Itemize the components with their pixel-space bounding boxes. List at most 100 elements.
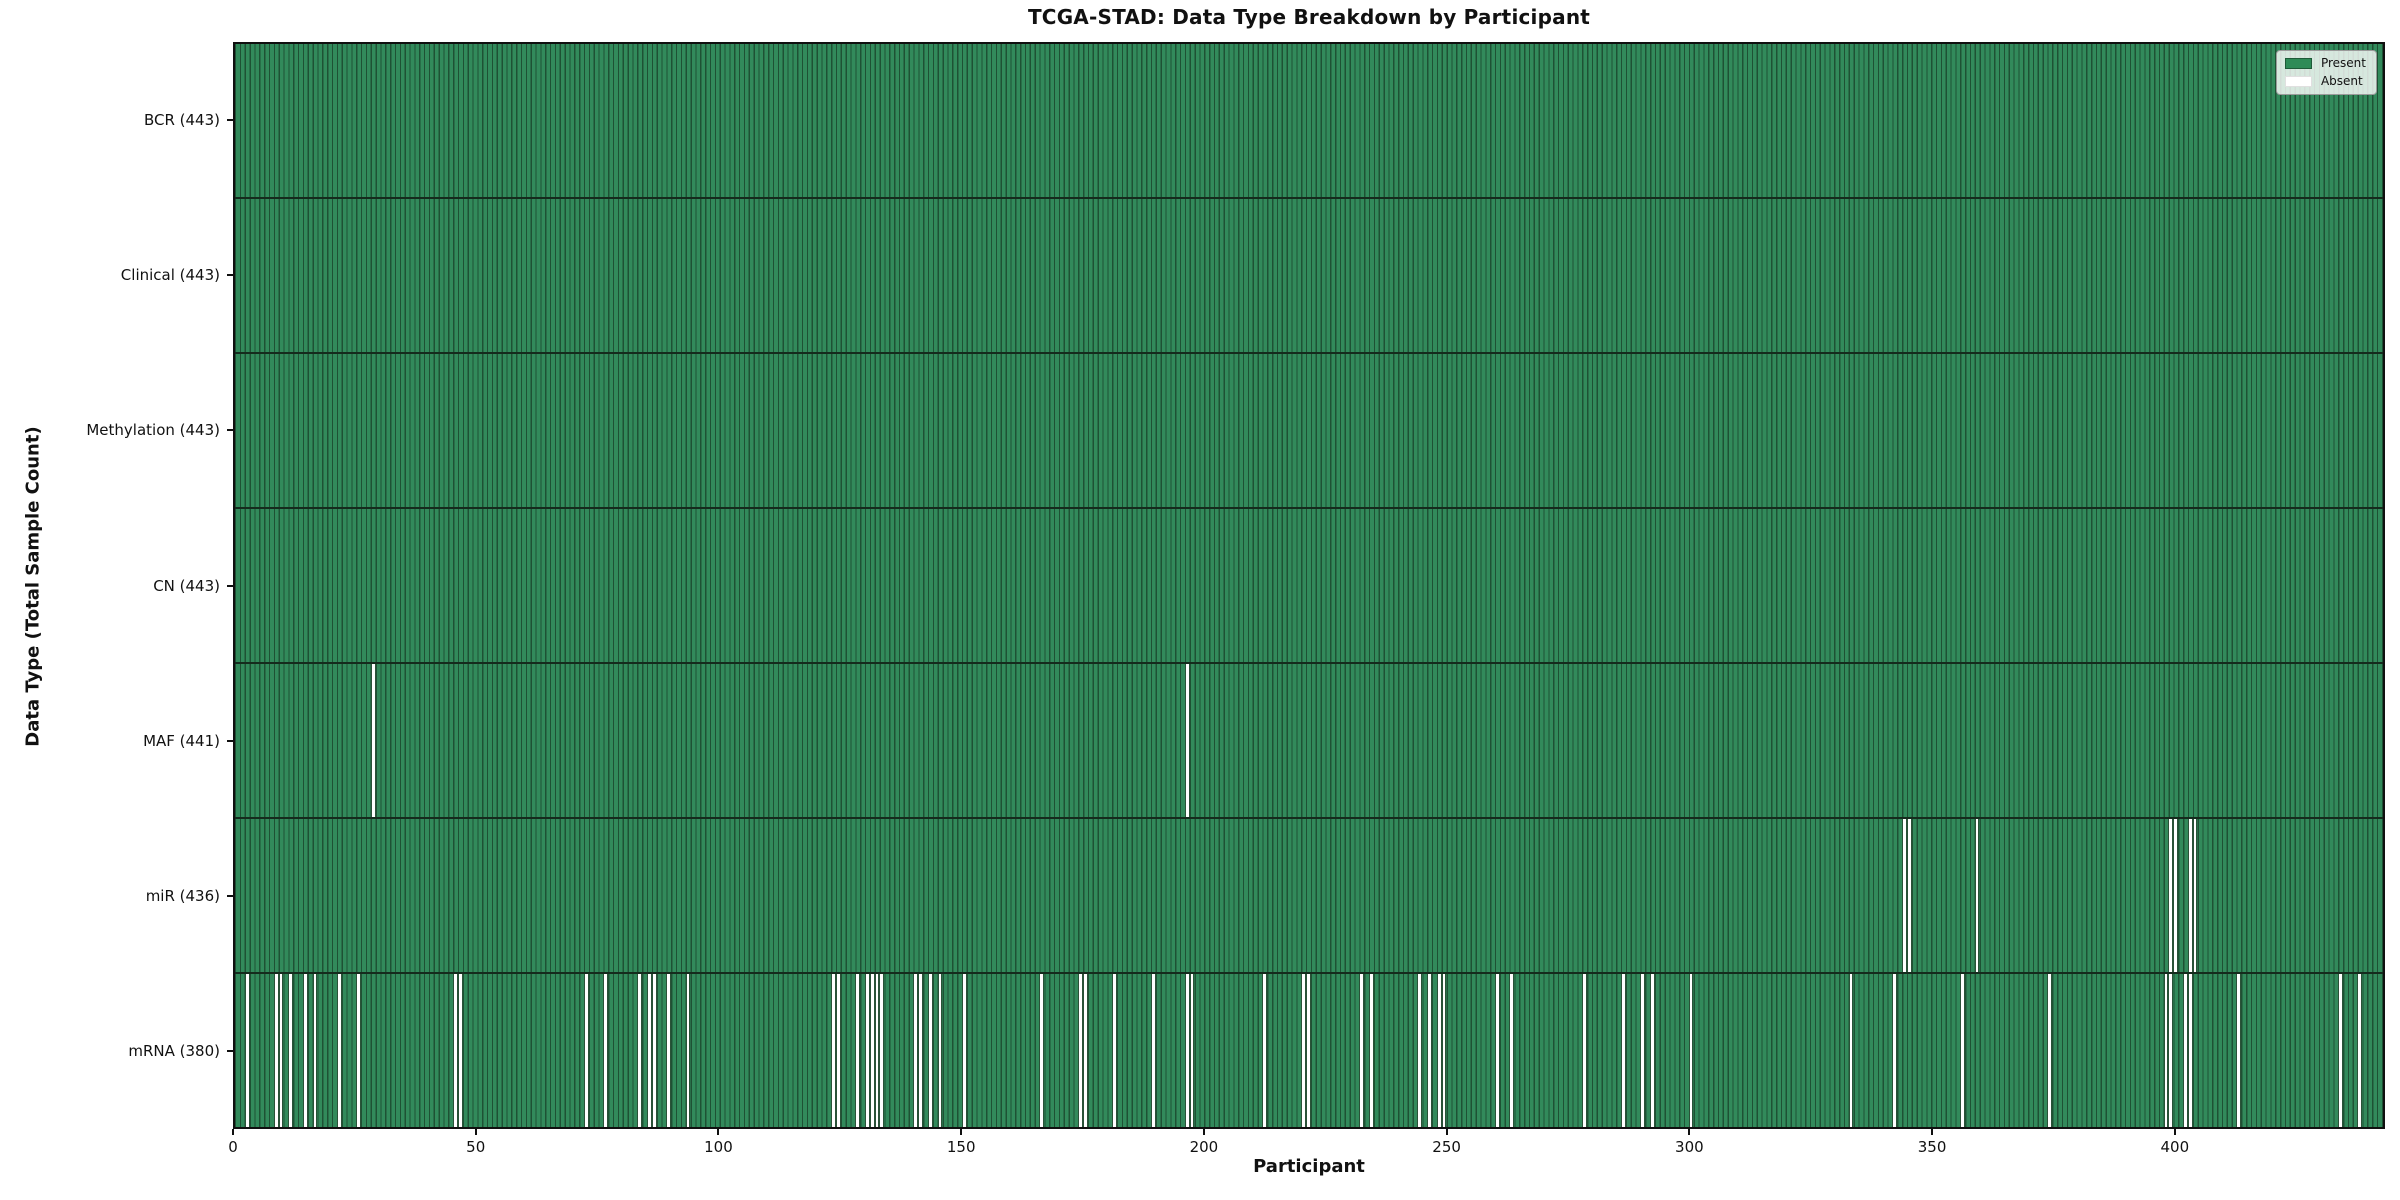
absent-cell [1441,974,1447,1127]
chart-title: TCGA-STAD: Data Type Breakdown by Partic… [1027,5,1591,29]
absent-cell [1082,974,1088,1127]
legend: Present Absent [2275,50,2377,95]
absent-cell [855,974,861,1127]
absent-cell [1359,974,1364,1127]
present-swatch [2284,58,2312,69]
absent-cell [1301,974,1306,1127]
absent-cell [457,974,463,1127]
absent-cell [1112,974,1117,1127]
heatmap-row-miR [235,817,2383,972]
absent-cell [312,974,318,1127]
absent-cell [1078,974,1083,1127]
absent-cell [2168,819,2174,972]
y-tick-mark [227,739,233,742]
absent-cell [637,974,643,1127]
heatmap-row-CN [235,507,2383,662]
absent-cell [244,974,250,1127]
absent-cell [1906,819,1912,972]
x-tick-label: 200 [1189,1138,1219,1156]
x-tick-mark [1202,1129,1205,1135]
absent-cell [2047,974,2053,1127]
absent-cell [583,974,589,1127]
absent-cell [302,974,308,1127]
legend-label-absent: Absent [2320,74,2363,88]
y-tick-label-Clinical: Clinical (443) [120,265,220,284]
heatmap-row-Methylation [235,352,2383,507]
absent-cell [1417,974,1423,1127]
x-tick-label: 150 [946,1138,976,1156]
absent-cell [603,974,609,1127]
absent-cell [685,974,691,1127]
absent-cell [1974,819,1980,972]
y-tick-mark [227,895,233,898]
y-tick-mark [227,1050,233,1053]
absent-cell [1305,974,1311,1127]
absent-cell [1039,974,1045,1127]
absent-cell [370,664,376,817]
x-tick-mark [2173,1129,2176,1135]
absent-cell [1892,974,1897,1127]
absent-cell [1262,974,1268,1127]
y-tick-label-BCR: BCR (443) [143,110,220,129]
absent-cell [1368,974,1374,1127]
y-tick-mark [227,429,233,432]
absent-cell [937,974,943,1127]
absent-cell [1184,974,1190,1127]
absent-cell [1189,974,1195,1127]
absent-cell [278,974,284,1127]
y-tick-label-MAF: MAF (441) [143,731,220,750]
heatmap-row-MAF [235,662,2383,817]
absent-cell [2182,974,2188,1127]
x-tick-label: 350 [1917,1138,1947,1156]
y-tick-label-miR: miR (436) [145,887,220,906]
x-tick-mark [960,1129,963,1135]
x-tick-label: 400 [2160,1138,2190,1156]
absent-cell [2192,819,2198,972]
absent-cell [927,974,933,1127]
y-axis: BCR (443) Clinical (443) Methylation (443)… [0,42,233,1129]
absent-cell [1494,974,1500,1127]
absent-cell [288,974,294,1127]
heatmap-row-mRNA [235,972,2383,1127]
x-tick-mark [232,1129,234,1135]
heatmap-row-BCR [235,44,2383,197]
y-tick-label-CN: CN (443) [153,576,220,595]
heatmap-rows [235,44,2383,1127]
absent-cell [1959,974,1965,1127]
absent-cell [356,974,361,1127]
legend-entry-present: Present [2284,57,2366,70]
y-tick-mark [227,273,233,276]
y-tick-label-Methylation: Methylation (443) [86,421,220,440]
absent-cell [651,974,657,1127]
absent-cell [879,974,885,1127]
absent-cell [2173,819,2179,972]
absent-cell [918,974,924,1127]
x-tick-label: 250 [1432,1138,1461,1156]
absent-cell [1150,974,1156,1127]
x-tick-label: 100 [704,1138,733,1156]
absent-cell [830,974,836,1127]
absent-cell [2357,974,2363,1127]
absent-cell [1620,974,1626,1127]
heatmap-row-Clinical [235,197,2383,352]
absent-cell [453,974,458,1127]
absent-cell [1184,664,1190,817]
absent-cell [646,974,652,1127]
x-axis: 0 50 100 150 200 250 300 350 400 [228,1129,2385,1163]
absent-swatch [2284,76,2312,87]
absent-cell [1848,974,1854,1127]
absent-cell [1436,974,1442,1127]
absent-cell [2337,974,2343,1127]
y-tick-mark [227,118,233,121]
absent-cell [835,974,841,1127]
absent-cell [1901,819,1907,972]
absent-cell [2187,974,2193,1127]
absent-cell [1688,974,1694,1127]
absent-cell [2163,974,2169,1127]
absent-cell [1649,974,1655,1127]
absent-cell [1426,974,1432,1127]
absent-cell [869,974,875,1127]
y-tick-label-mRNA: mRNA (380) [128,1042,220,1061]
absent-cell [2187,819,2193,972]
